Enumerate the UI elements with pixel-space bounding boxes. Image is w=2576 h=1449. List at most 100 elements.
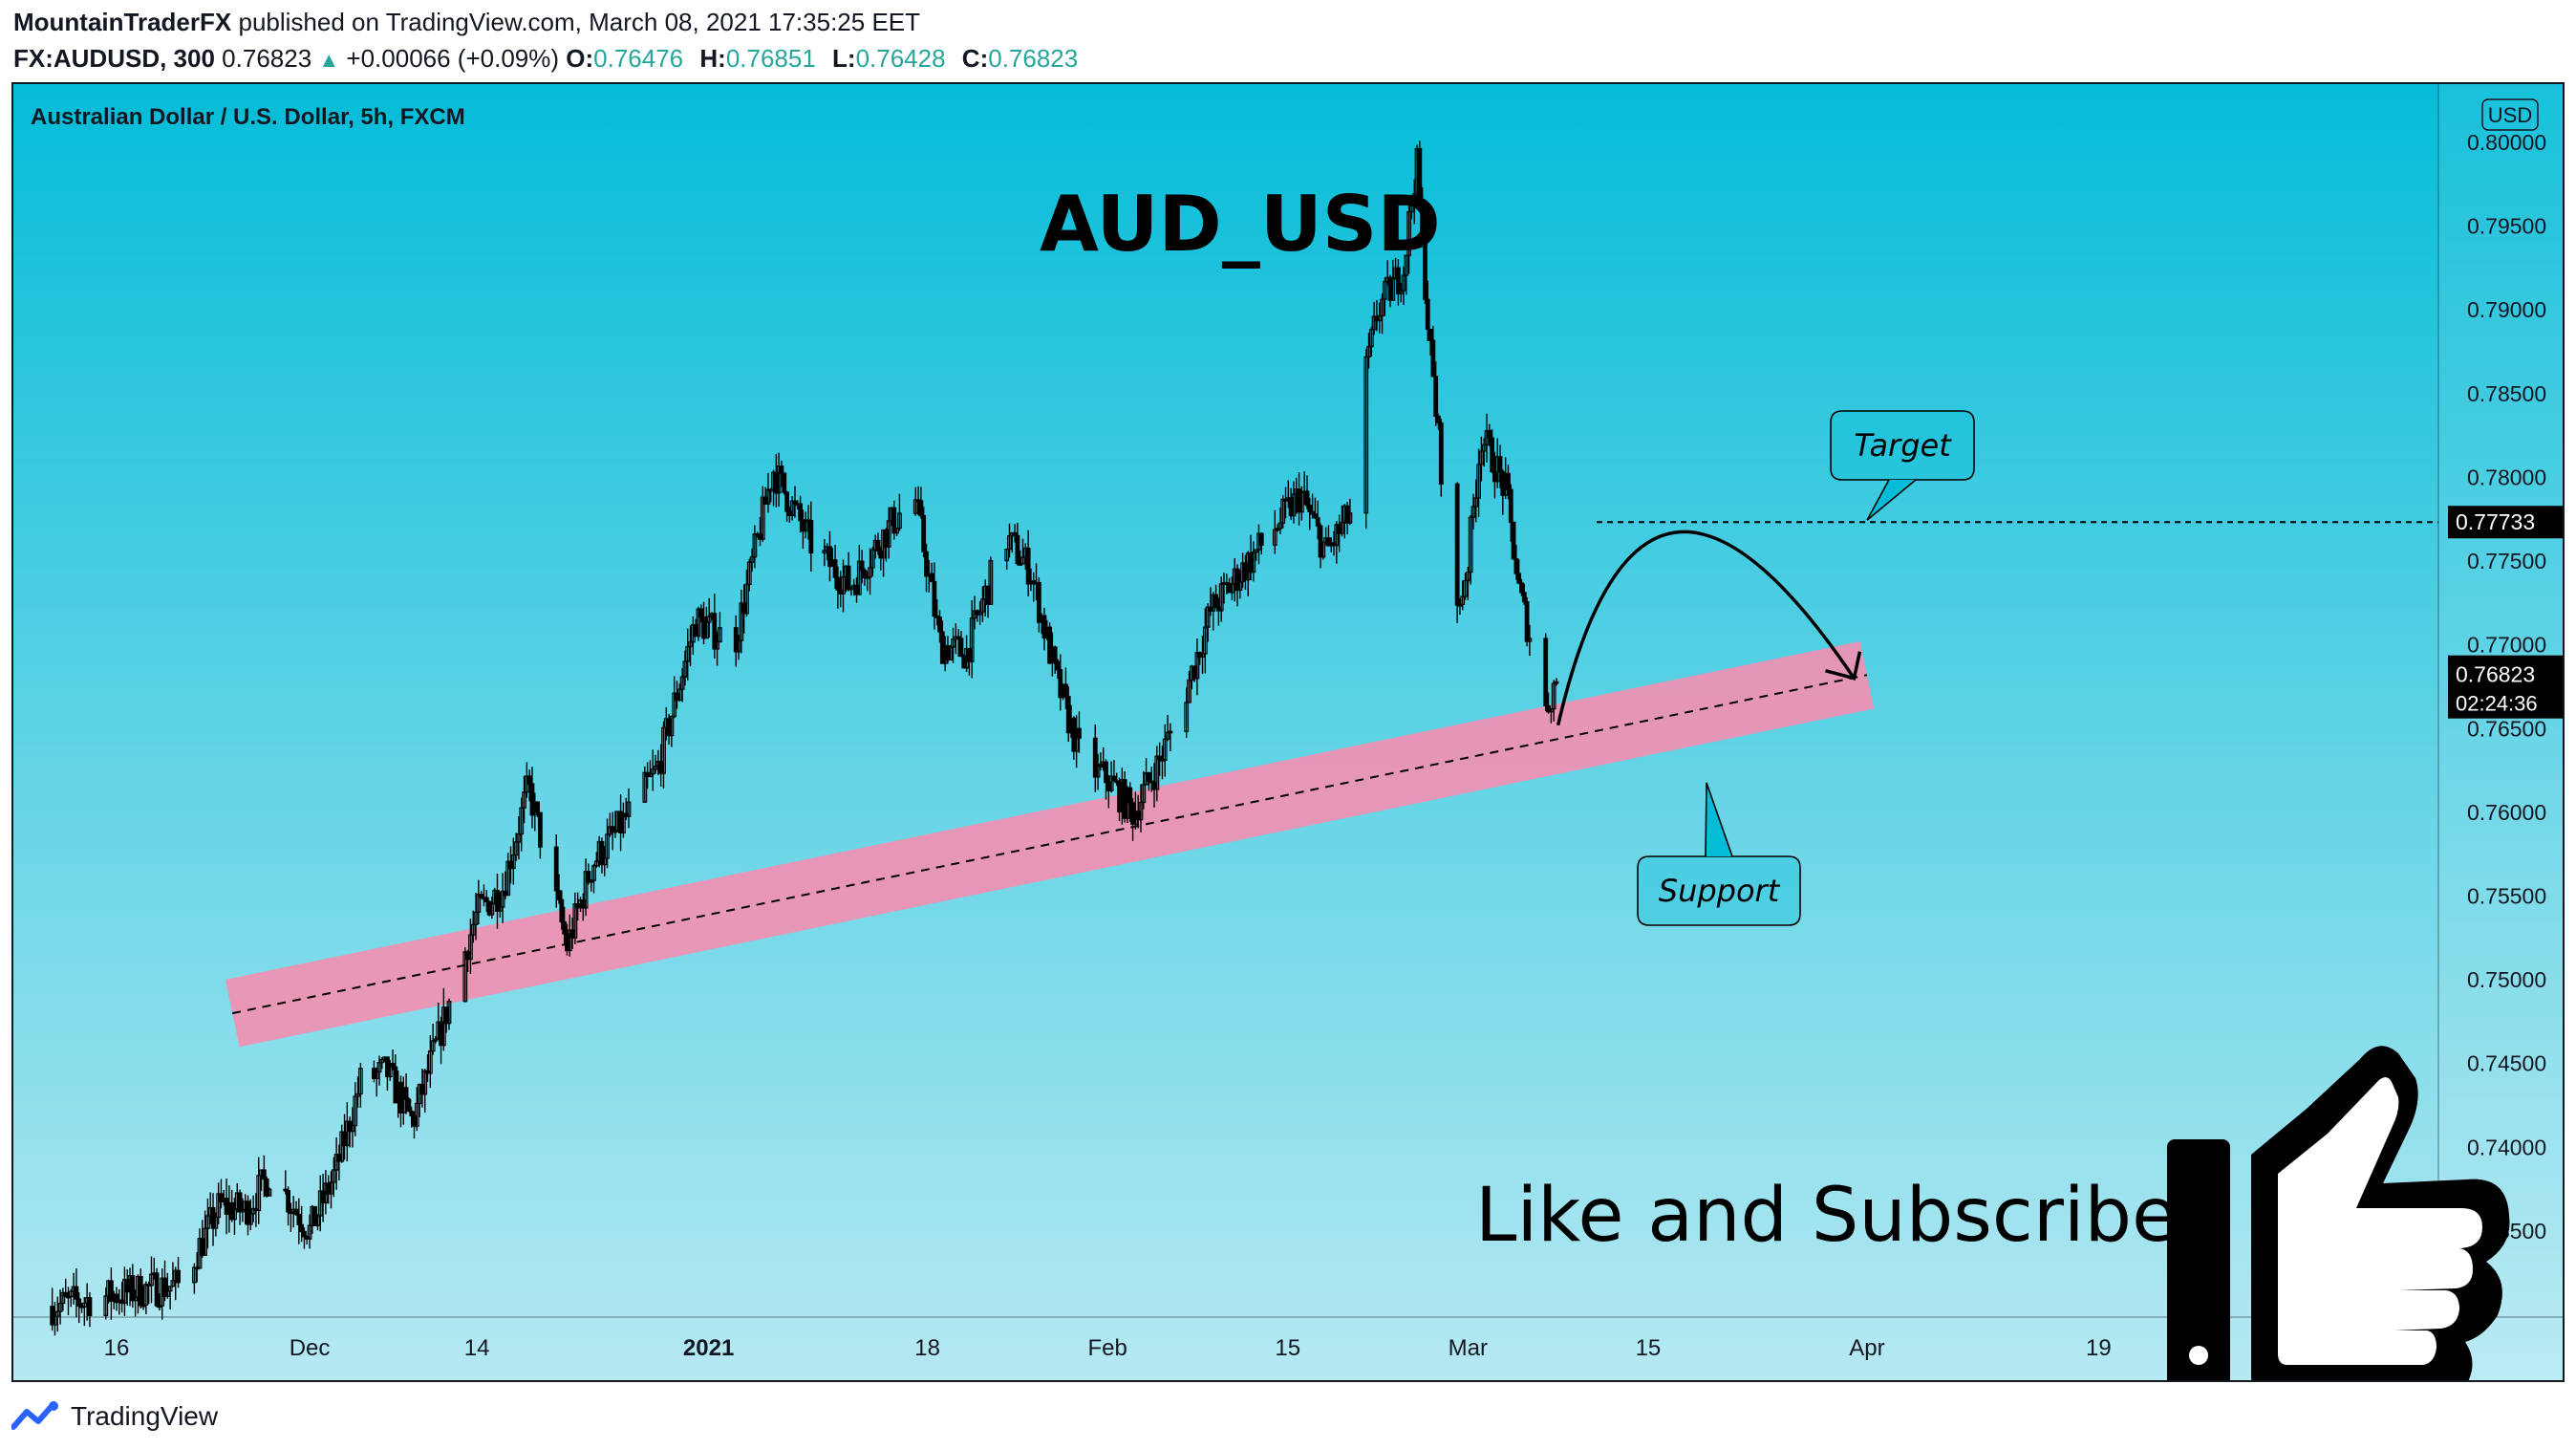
candle-body[interactable]	[553, 846, 559, 892]
candle-body[interactable]	[1224, 582, 1230, 585]
candle-body[interactable]	[1012, 531, 1018, 536]
candle-body[interactable]	[779, 465, 784, 474]
candle-body[interactable]	[1007, 535, 1012, 551]
candle-body[interactable]	[205, 1215, 210, 1229]
candle-body[interactable]	[808, 520, 814, 554]
candle-body[interactable]	[1258, 532, 1264, 546]
candle-body[interactable]	[350, 1125, 355, 1133]
candle-body[interactable]	[1548, 708, 1554, 713]
candle-body[interactable]	[229, 1201, 235, 1221]
candle-body[interactable]	[1251, 551, 1256, 573]
candle-body[interactable]	[1312, 513, 1318, 519]
candle-body[interactable]	[529, 783, 535, 816]
candle-body[interactable]	[289, 1211, 293, 1215]
candle-body[interactable]	[1478, 450, 1484, 465]
candle-body[interactable]	[250, 1207, 256, 1215]
callout-target[interactable]: Target	[1830, 410, 1975, 521]
candle-body[interactable]	[966, 648, 972, 662]
candle-body[interactable]	[379, 1058, 385, 1064]
candle-body[interactable]	[1047, 626, 1052, 664]
candle-body[interactable]	[497, 906, 503, 913]
candle-body[interactable]	[400, 1087, 406, 1114]
candle-body[interactable]	[347, 1120, 353, 1133]
candle-body[interactable]	[969, 617, 975, 662]
candle-body[interactable]	[256, 1175, 262, 1212]
candle-body[interactable]	[961, 656, 967, 669]
candle-body[interactable]	[443, 1006, 449, 1025]
candle-body[interactable]	[569, 929, 575, 939]
candle-body[interactable]	[1481, 443, 1487, 452]
candle-body[interactable]	[1304, 490, 1310, 507]
candle-body[interactable]	[1337, 524, 1342, 534]
candle-body[interactable]	[1122, 779, 1127, 819]
candle-body[interactable]	[786, 510, 792, 516]
candle-body[interactable]	[1511, 521, 1516, 560]
candle-body[interactable]	[698, 608, 704, 618]
candle-body[interactable]	[1200, 653, 1205, 659]
candle-body[interactable]	[878, 550, 884, 559]
candle-body[interactable]	[1411, 193, 1417, 205]
candle-body[interactable]	[253, 1207, 259, 1212]
candle-body[interactable]	[676, 688, 682, 702]
candle-body[interactable]	[103, 1295, 109, 1317]
candle-body[interactable]	[1291, 493, 1297, 517]
candle-body[interactable]	[977, 611, 983, 616]
candle-body[interactable]	[1025, 547, 1031, 585]
candle-body[interactable]	[1527, 638, 1533, 642]
candle-body[interactable]	[1425, 298, 1430, 331]
candle-body[interactable]	[1168, 730, 1173, 734]
candle-body[interactable]	[718, 627, 722, 643]
candle-body[interactable]	[232, 1208, 237, 1221]
candle-body[interactable]	[642, 771, 648, 803]
candle-body[interactable]	[1297, 488, 1301, 513]
candle-body[interactable]	[1299, 491, 1304, 513]
candle-body[interactable]	[1401, 274, 1406, 292]
candle-body[interactable]	[1194, 652, 1200, 680]
candle-body[interactable]	[495, 889, 500, 913]
candle-body[interactable]	[385, 1056, 390, 1078]
candle-body[interactable]	[130, 1275, 136, 1302]
callout-support[interactable]: Support	[1637, 782, 1801, 926]
candle-body[interactable]	[838, 589, 844, 595]
candle-body[interactable]	[1331, 542, 1337, 547]
candle-body[interactable]	[54, 1310, 60, 1317]
candle-body[interactable]	[1487, 429, 1492, 439]
candle-body[interactable]	[1104, 761, 1108, 784]
candle-body[interactable]	[409, 1110, 415, 1117]
candle-body[interactable]	[672, 692, 677, 718]
candle-body[interactable]	[1071, 717, 1077, 752]
candle-body[interactable]	[868, 567, 872, 578]
candle-body[interactable]	[1213, 594, 1218, 609]
candle-body[interactable]	[1111, 775, 1117, 782]
tradingview-logo-icon[interactable]	[11, 1400, 63, 1433]
candle-body[interactable]	[1404, 254, 1409, 276]
candle-body[interactable]	[304, 1236, 310, 1240]
candle-body[interactable]	[307, 1224, 312, 1240]
candle-body[interactable]	[1315, 516, 1320, 527]
trend-channel[interactable]	[225, 640, 1875, 1048]
candle-body[interactable]	[666, 718, 672, 737]
candle-body[interactable]	[988, 559, 994, 605]
candle-body[interactable]	[336, 1154, 342, 1162]
candle-body[interactable]	[650, 768, 655, 775]
candle-body[interactable]	[886, 520, 891, 548]
candle-body[interactable]	[331, 1169, 336, 1183]
candle-body[interactable]	[1460, 595, 1466, 606]
candle-body[interactable]	[620, 812, 626, 834]
candle-body[interactable]	[342, 1131, 347, 1147]
candle-body[interactable]	[403, 1087, 409, 1100]
candle-body[interactable]	[580, 899, 586, 909]
candle-body[interactable]	[143, 1284, 149, 1306]
candle-body[interactable]	[406, 1098, 412, 1113]
channel-band[interactable]	[225, 640, 1875, 1048]
candle-body[interactable]	[1363, 356, 1369, 514]
candle-body[interactable]	[1428, 328, 1433, 341]
candle-body[interactable]	[508, 860, 513, 870]
candle-body[interactable]	[1162, 738, 1168, 762]
candle-body[interactable]	[746, 561, 752, 585]
candle-body[interactable]	[119, 1299, 125, 1305]
annotations[interactable]: Target Support	[1556, 410, 2438, 926]
candle-body[interactable]	[140, 1304, 146, 1308]
candle-body[interactable]	[848, 587, 854, 591]
candle-body[interactable]	[1127, 787, 1133, 804]
